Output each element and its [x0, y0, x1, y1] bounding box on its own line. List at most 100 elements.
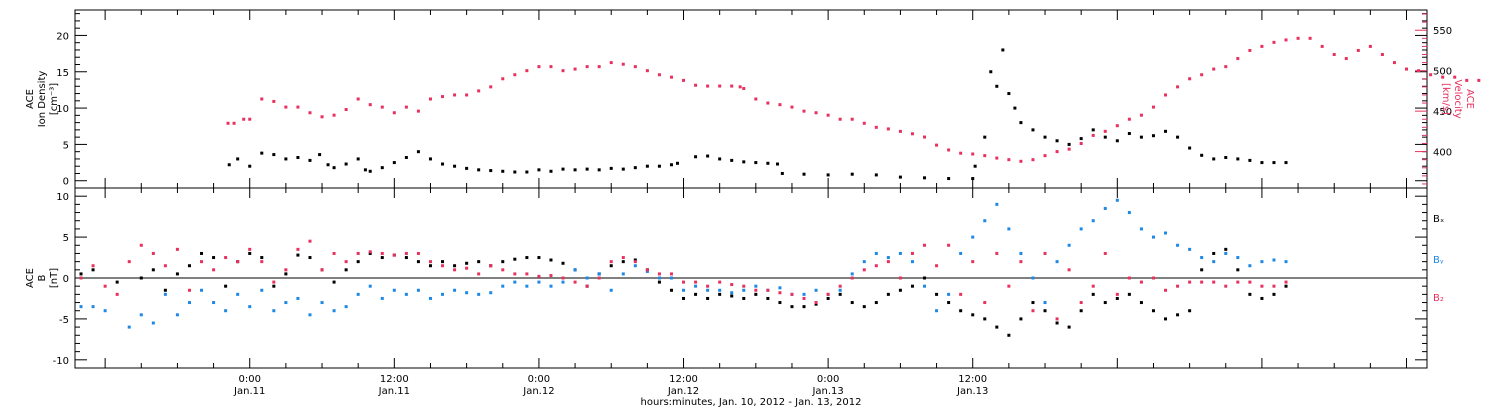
Bz-point — [477, 272, 481, 276]
Bx-point — [1091, 292, 1095, 296]
x-tick-label-date: Jan.11 — [378, 386, 410, 397]
velocity-point — [1429, 73, 1433, 77]
By-point — [1043, 301, 1047, 305]
density-point — [718, 157, 722, 161]
By-point — [549, 284, 553, 288]
Bz-point — [1248, 280, 1252, 284]
velocity-point — [923, 135, 927, 139]
Bx-point — [284, 272, 288, 276]
x-tick-label-date: Jan.12 — [667, 386, 699, 397]
Bx-point — [1188, 309, 1192, 313]
velocity-point — [1236, 57, 1240, 61]
Bz-point — [320, 268, 324, 272]
density-point — [1164, 129, 1168, 133]
velocity-point — [1019, 159, 1023, 163]
Bz-point — [802, 296, 806, 300]
velocity-point — [332, 113, 336, 117]
velocity-point — [1200, 73, 1204, 77]
By-point — [163, 292, 167, 296]
Bx-point — [549, 258, 553, 262]
Bx-point — [1236, 268, 1240, 272]
Bx-point — [935, 292, 939, 296]
velocity-point — [1417, 69, 1421, 73]
Bz-point — [910, 251, 914, 255]
Bz-point — [947, 243, 951, 247]
Bz-point — [513, 272, 517, 276]
density-point — [318, 153, 322, 157]
density-point — [754, 161, 758, 165]
density-point — [1188, 146, 1192, 150]
velocity-point — [754, 97, 758, 101]
density-tick-label: 15 — [56, 68, 69, 79]
density-point — [236, 157, 240, 161]
x-tick-label-date: Jan.13 — [956, 386, 988, 397]
By-point — [1019, 251, 1023, 255]
Bx-point — [1151, 309, 1155, 313]
Bx-point — [1079, 309, 1083, 313]
By-point — [1284, 260, 1288, 264]
Bx-point — [200, 251, 204, 255]
By-point — [537, 280, 541, 284]
Bz-point — [826, 292, 830, 296]
velocity-point — [1320, 44, 1324, 48]
By-point — [802, 292, 806, 296]
Bx-point — [308, 256, 312, 260]
density-point — [344, 162, 348, 166]
By-point — [175, 313, 179, 317]
density-point — [874, 173, 878, 177]
velocity-point — [738, 85, 742, 89]
By-point — [633, 264, 637, 268]
By-point — [657, 276, 661, 280]
Bz-point — [1031, 309, 1035, 313]
velocity-point — [549, 65, 553, 69]
By-point — [308, 313, 312, 317]
Bx-point — [332, 280, 336, 284]
velocity-point — [320, 115, 324, 119]
density-point — [1260, 161, 1264, 165]
velocity-point — [730, 84, 734, 88]
velocity-point — [248, 117, 252, 121]
velocity-point — [633, 65, 637, 69]
density-point — [669, 163, 673, 167]
density-point — [1091, 128, 1095, 132]
density-point — [1013, 106, 1017, 110]
Bz-point — [1103, 251, 1107, 255]
By-point — [260, 288, 264, 292]
velocity-point — [1031, 158, 1035, 162]
Bx-point — [1200, 268, 1204, 272]
density-point — [428, 157, 432, 161]
Bx-point — [706, 296, 710, 300]
Bz-point — [1284, 280, 1288, 284]
By-point — [139, 313, 143, 317]
Bz-point — [308, 239, 312, 243]
density-point — [776, 162, 780, 166]
Bz-point — [935, 264, 939, 268]
Bx-point — [754, 292, 758, 296]
Bx-point — [163, 288, 167, 292]
velocity-point — [1477, 78, 1481, 82]
By-point — [814, 288, 818, 292]
velocity-point — [1344, 57, 1348, 61]
Bz-point — [1224, 284, 1228, 288]
velocity-point — [1151, 105, 1155, 109]
By-point — [1176, 243, 1180, 247]
density-point — [1067, 142, 1071, 146]
velocity-point — [669, 75, 673, 79]
velocity-point — [850, 117, 854, 121]
Bx-point — [1272, 292, 1276, 296]
Bz-point — [380, 251, 384, 255]
velocity-point — [1115, 124, 1119, 128]
velocity-point — [1465, 78, 1469, 82]
velocity-point — [694, 83, 698, 87]
Bx-point — [1043, 309, 1047, 313]
density-point — [404, 155, 408, 159]
Bx-point — [428, 264, 432, 268]
Bz-point — [597, 276, 601, 280]
velocity-point — [645, 69, 649, 73]
By-point — [1055, 260, 1059, 264]
Bx-point — [1019, 317, 1023, 321]
By-point — [127, 325, 131, 329]
x-tick-label-time: 12:00 — [669, 374, 698, 385]
density-point — [227, 163, 231, 167]
density-point — [645, 164, 649, 168]
